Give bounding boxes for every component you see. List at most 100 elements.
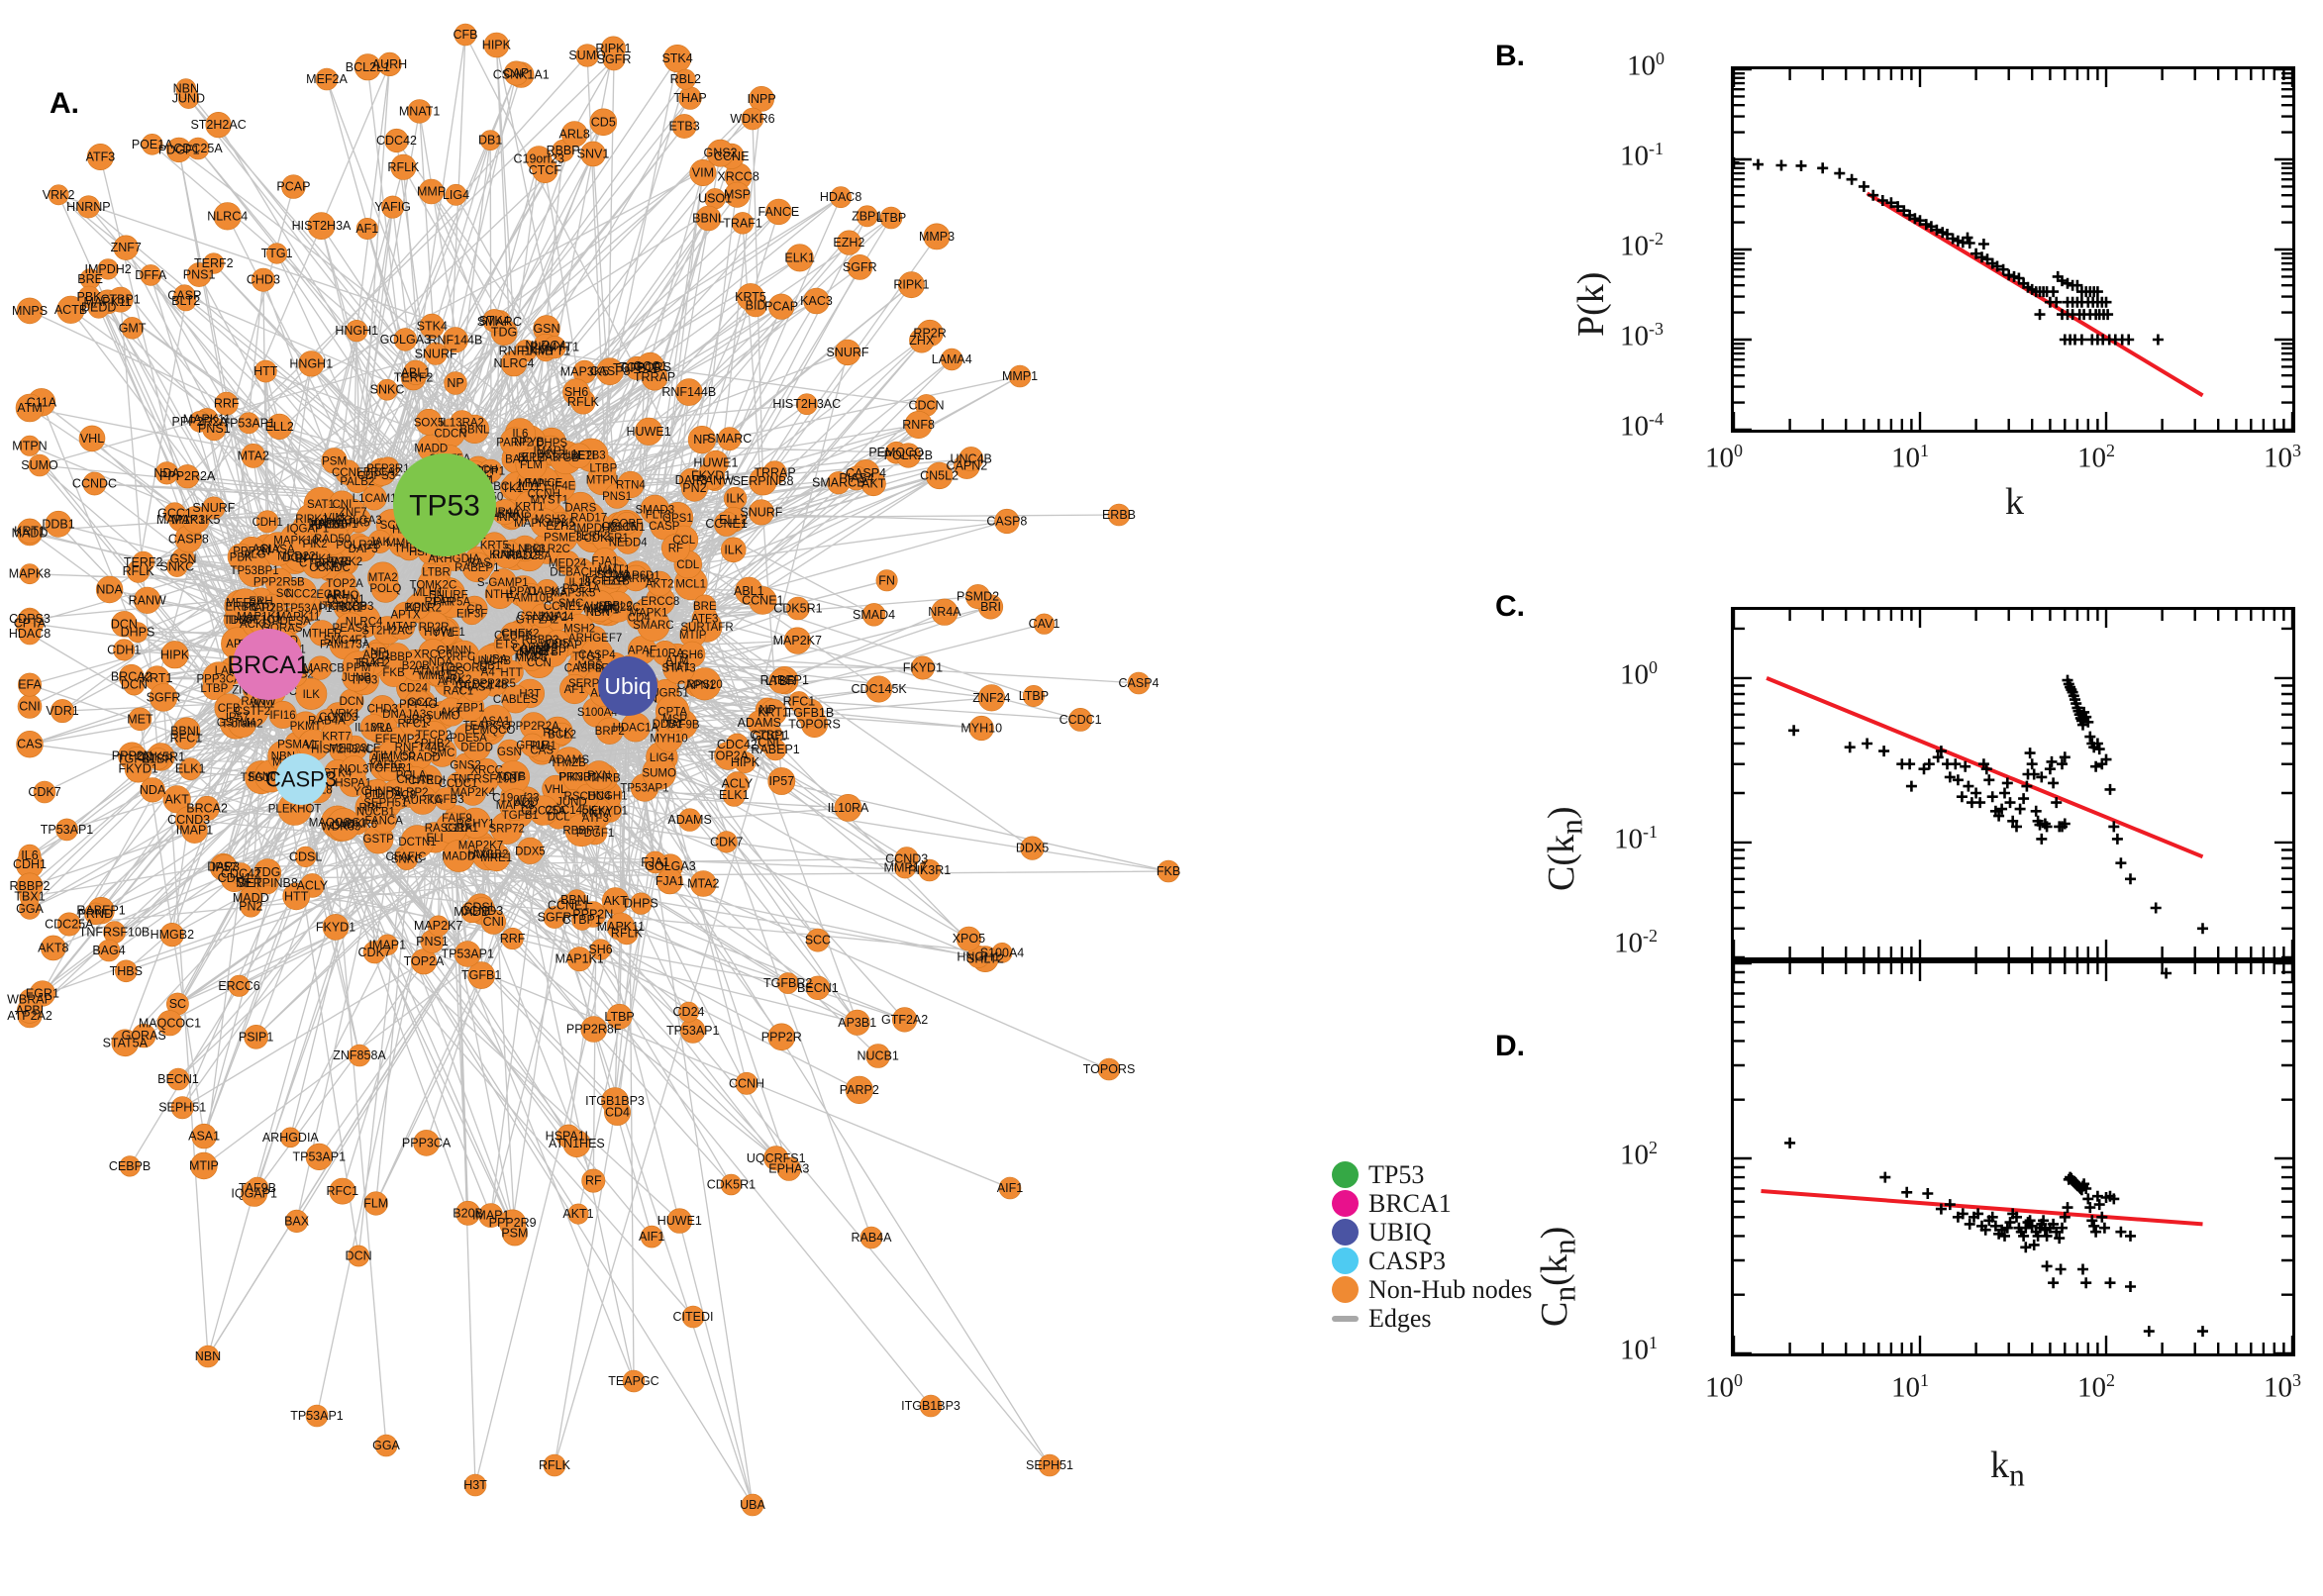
network-node-label: AIF1 [997, 1181, 1023, 1195]
network-node-label: COBF [611, 519, 643, 531]
x-tick-label: 100 [1705, 441, 1743, 474]
network-node-label: STAT5A [103, 1036, 149, 1049]
network-node [281, 174, 306, 199]
network-node [844, 1009, 870, 1036]
network-node-label: NDA [140, 783, 166, 797]
network-node-label: CDC42 [221, 867, 261, 881]
network-node-label: ATM [17, 401, 42, 415]
network-node [295, 677, 328, 710]
network-node [285, 1209, 309, 1233]
network-node-label: MAPK10 [273, 535, 318, 547]
network-node-label: MTIP [679, 630, 707, 642]
network-node-label: HNRNP [66, 200, 110, 214]
network-node [642, 755, 676, 790]
network-node-label: GTF2A2 [881, 1013, 928, 1027]
y-axis-title-c: C(kn) [1541, 806, 1589, 891]
network-node [615, 511, 639, 535]
network-node [706, 139, 735, 167]
network-node-label: HUWE1 [657, 1214, 702, 1228]
network-node [681, 474, 708, 502]
network-node [162, 785, 191, 814]
network-node-label: PRND [78, 907, 113, 921]
network-node [1020, 836, 1045, 860]
network-node [765, 198, 792, 226]
network-node [762, 460, 787, 485]
network-node-label: MAPK8 [9, 567, 50, 581]
network-node-label: RFLK [611, 927, 644, 941]
network-node [606, 1003, 633, 1030]
network-node [160, 641, 189, 669]
network-node [695, 205, 722, 232]
network-node [348, 1245, 370, 1267]
network-node [166, 555, 188, 577]
network-node [282, 882, 311, 911]
network-node [213, 202, 242, 231]
network-node-label: MTIP [189, 1159, 219, 1173]
network-node-label: EZH2 [833, 236, 864, 249]
x-tick-label: 103 [2264, 441, 2301, 474]
network-node-label: TRAF1 [723, 216, 762, 230]
network-node [56, 295, 85, 324]
network-node [97, 258, 119, 280]
network-panel: A. TAF9BARL8SMCGGAMAP6D1C11ADHPSALGCDC14… [7, 23, 1180, 1517]
network-node [50, 699, 74, 724]
network-node-label: RBBP2 [10, 879, 50, 893]
network-node-label: CDK5R1 [707, 1178, 756, 1192]
network-node [759, 698, 787, 726]
network-node-label: RAD17 [570, 513, 607, 525]
network-node [940, 348, 963, 371]
network-node-label: IL13RA [354, 723, 393, 735]
network-node [1033, 613, 1056, 635]
network-node-label: ERBB [1102, 508, 1136, 522]
hub-node-label: TP53 [409, 490, 480, 523]
network-node-label: HTT [253, 364, 278, 378]
data-points [1734, 156, 2164, 346]
network-node [530, 603, 556, 629]
y-tick-label-top: 10-2 [1614, 926, 1658, 959]
network-node-label: ATN1HES [549, 1137, 605, 1150]
network-node-label: CFB [454, 28, 478, 42]
network-node-label: AKT [603, 894, 628, 908]
network-node-label: CSNK1A1 [517, 611, 568, 623]
network-node [968, 715, 994, 742]
network-node [127, 622, 149, 644]
network-node [501, 684, 530, 714]
network-node-label: RASGRF1 [425, 823, 478, 835]
network-node [107, 286, 134, 313]
network-node [214, 391, 239, 416]
network-node-label: DHPS [121, 626, 155, 640]
network-node-label: UNC4B [472, 655, 511, 667]
network-node [228, 974, 251, 997]
hub-node-label: CASP3 [265, 767, 337, 792]
network-node-label: GCC1 [633, 359, 667, 373]
network-node-label: MAP2K7 [773, 634, 822, 648]
network-node-label: KRT5 [735, 290, 766, 304]
network-node-label: CNI [19, 699, 41, 713]
network-node-label: TP53AP1 [293, 1149, 347, 1163]
network-node-label: YAFIG [374, 200, 411, 214]
network-node-label: MCL1 [675, 578, 706, 590]
network-node-label: MADD [233, 891, 269, 905]
network-node-label: BRE [77, 272, 103, 286]
network-node [55, 818, 78, 842]
network-node [666, 1208, 692, 1234]
network-node [564, 613, 594, 643]
network-node-label: POLR2B [884, 449, 933, 462]
x-tick-label: 101 [1891, 441, 1929, 474]
network-node-label: LIG4 [443, 188, 469, 202]
network-node-label: DDX5 [1016, 842, 1049, 855]
network-node [536, 636, 568, 667]
network-node-label: LTBP [1019, 689, 1049, 703]
network-node-label: B20B [402, 660, 430, 672]
network-node-label: MTA2 [368, 572, 398, 584]
legend-label: TP53 [1368, 1159, 1425, 1189]
network-node-label: VIM [692, 166, 714, 180]
network-node-label: HIST2H3A [292, 219, 352, 233]
network-node-label: RNF8 [902, 418, 935, 432]
network-node [622, 564, 650, 592]
network-node-label: FAMI10B [507, 593, 555, 605]
network-node [454, 941, 481, 967]
network-node-label: ATF3 [582, 813, 609, 825]
network-node-label: RF [585, 1174, 602, 1188]
network-node-label: ARHGDIA [262, 1131, 320, 1145]
